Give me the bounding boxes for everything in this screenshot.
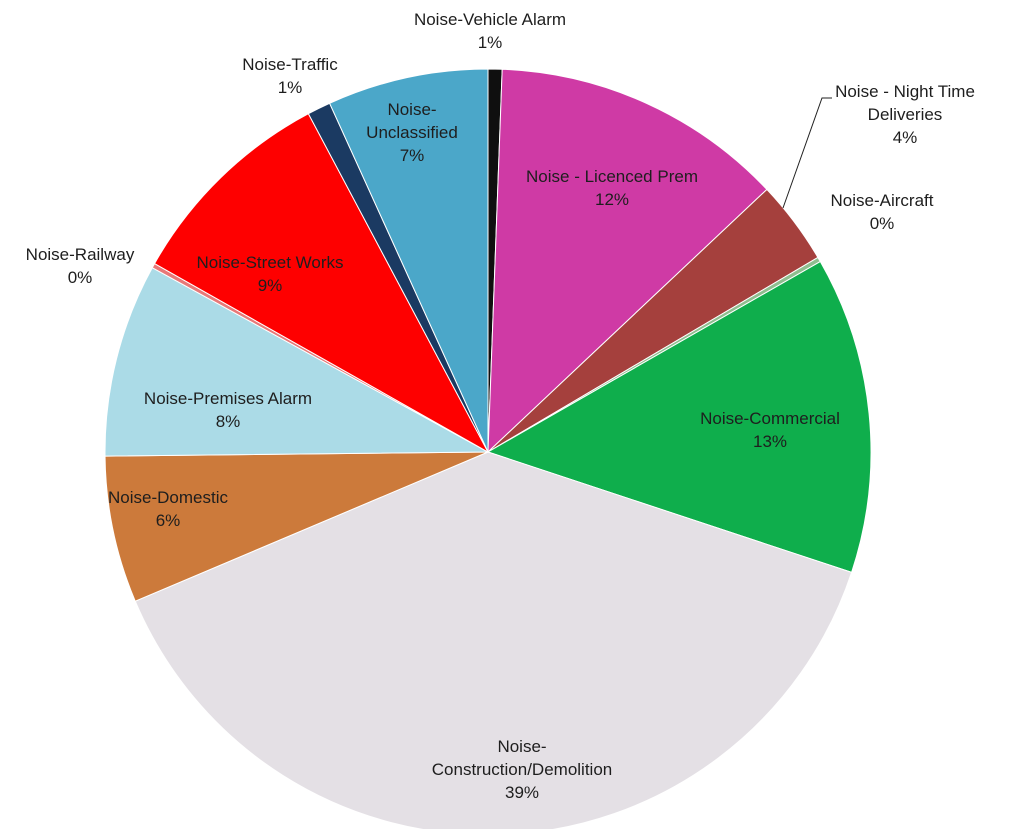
slice-percent: 1% (278, 78, 303, 97)
slice-name: Noise- (387, 100, 436, 119)
pie-slice-noise-street-works (153, 113, 490, 454)
slice-name: Noise-Domestic (108, 488, 228, 507)
leader-line (782, 97, 832, 209)
slice-name: Noise - Licenced Prem (526, 167, 698, 186)
slice-name: Construction/Demolition (432, 760, 612, 779)
slice-name: Noise-Railway (26, 245, 135, 264)
slice-label: Noise- Unclassified 7% (366, 100, 458, 165)
slice-label: Noise-Premises Alarm 8% (144, 389, 312, 431)
slice-percent: 1% (478, 33, 503, 52)
slice-label: Noise- Construction/Demolition 39% (432, 737, 612, 802)
slice-labels: Noise-Vehicle Alarm 1% Noise - Licenced Pr… (26, 10, 975, 802)
slice-name: Deliveries (868, 105, 943, 124)
slice-percent: 6% (156, 511, 181, 530)
slice-percent: 0% (870, 214, 895, 233)
pie-slice-noise-domestic (104, 451, 489, 602)
slice-name: Noise- (497, 737, 546, 756)
slice-label: Noise-Vehicle Alarm 1% (414, 10, 566, 52)
slice-percent: 13% (753, 432, 787, 451)
slice-percent: 0% (68, 268, 93, 287)
slice-label: Noise-Railway 0% (26, 245, 135, 287)
pie-slice-noise-construction-demolition (134, 451, 853, 829)
pie-slice-noise-premises-alarm (104, 267, 490, 457)
slice-percent: 39% (505, 783, 539, 802)
slice-name: Unclassified (366, 123, 458, 142)
slice-percent: 8% (216, 412, 241, 431)
slice-label: Noise - Night Time Deliveries 4% (835, 82, 975, 147)
slice-name: Noise-Traffic (242, 55, 338, 74)
slice-name: Noise-Aircraft (831, 191, 934, 210)
slice-name: Noise - Night Time (835, 82, 975, 101)
slice-percent: 7% (400, 146, 425, 165)
slice-percent: 9% (258, 276, 283, 295)
slice-percent: 12% (595, 190, 629, 209)
slice-label: Noise - Licenced Prem 12% (526, 167, 698, 209)
slice-name: Noise-Commercial (700, 409, 840, 428)
pie-slice-noise-licenced-prem (487, 68, 768, 454)
slice-name: Noise-Premises Alarm (144, 389, 312, 408)
slice-name: Noise-Street Works (196, 253, 343, 272)
slice-label: Noise-Traffic 1% (242, 55, 338, 97)
slice-label: Noise-Aircraft 0% (831, 191, 934, 233)
pie-slices (104, 68, 872, 829)
pie-slice-noise-commercial (486, 260, 872, 574)
slice-label: Noise-Street Works 9% (196, 253, 343, 295)
pie-slice-noise-unclassified (328, 68, 489, 453)
slice-label: Noise-Commercial 13% (700, 409, 840, 451)
slice-percent: 4% (893, 128, 918, 147)
slice-label: Noise-Domestic 6% (108, 488, 228, 530)
slice-name: Noise-Vehicle Alarm (414, 10, 566, 29)
